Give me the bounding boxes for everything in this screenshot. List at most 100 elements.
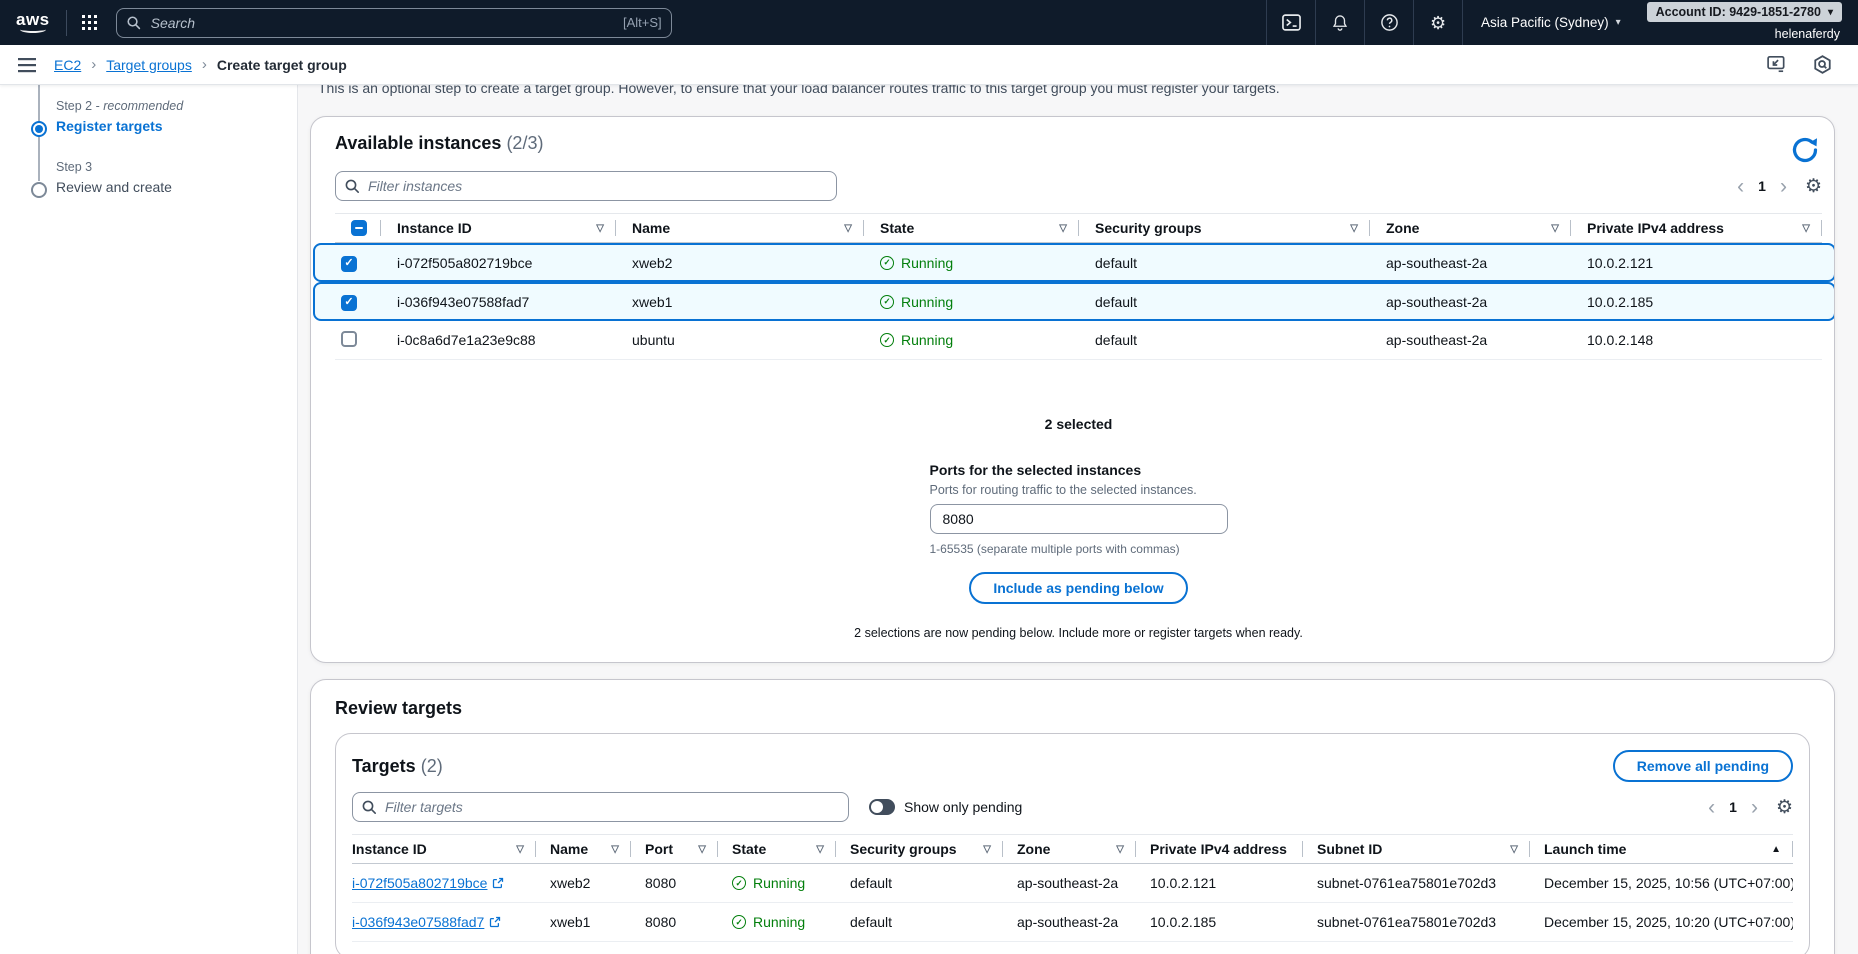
account-id-label: Account ID: 9429-1851-2780 (1655, 5, 1821, 19)
row-checkbox-checked[interactable]: ✓ (341, 255, 357, 272)
previous-page-button[interactable]: ‹ (1737, 174, 1745, 198)
select-all-checkbox[interactable] (351, 220, 367, 236)
refresh-button[interactable] (1788, 133, 1822, 167)
refresh-icon (1792, 137, 1818, 163)
aws-logo[interactable]: aws (16, 11, 50, 33)
instance-row[interactable]: i-0c8a6d7e1a23e9c88 ubuntu ✓ Running defa… (335, 321, 1822, 360)
ports-constraint-hint: 1-65535 (separate multiple ports with co… (929, 542, 1180, 556)
table-preferences-gear-icon[interactable]: ⚙ (1804, 175, 1822, 197)
cell-port: 8080 (645, 914, 677, 930)
cell-subnet-id: subnet-0761ea75801e702d3 (1317, 875, 1497, 891)
amazon-q-icon (1814, 55, 1831, 74)
breadcrumb-ec2-link[interactable]: EC2 (54, 56, 82, 73)
cell-name: xweb1 (632, 293, 673, 310)
include-as-pending-button[interactable]: Include as pending below (969, 572, 1188, 604)
previous-page-button[interactable]: ‹ (1708, 795, 1716, 819)
instance-id-link[interactable]: i-072f505a802719bce (352, 875, 488, 891)
intro-text-clipped: This is an optional step to create a tar… (318, 85, 1280, 96)
column-header-subnet-id[interactable]: Subnet ID ▽ (1303, 835, 1530, 863)
search-icon (344, 178, 360, 197)
target-row: i-036f943e07588fad7 xweb1 8080 ✓ Running … (352, 903, 1793, 942)
account-id-chip[interactable]: Account ID: 9429-1851-2780 ▾ (1646, 2, 1842, 22)
ports-input[interactable] (929, 504, 1228, 534)
instance-id-link[interactable]: i-036f943e07588fad7 (352, 914, 485, 930)
current-page-number[interactable]: 1 (1729, 799, 1737, 815)
cell-subnet-id: subnet-0761ea75801e702d3 (1317, 914, 1497, 930)
cell-private-ipv4: 10.0.2.121 (1150, 875, 1217, 891)
cell-instance-id: i-036f943e07588fad7 (397, 293, 530, 310)
column-header-zone[interactable]: Zone ▽ (1003, 835, 1136, 863)
column-header-port[interactable]: Port ▽ (631, 835, 718, 863)
step-register-targets[interactable]: Step 2 - recommended Register targets (0, 99, 297, 137)
column-header-state[interactable]: State ▽ (718, 835, 836, 863)
targets-count: (2) (420, 755, 443, 776)
step-radio-selected (31, 121, 47, 137)
column-header-state[interactable]: State ▽ (864, 214, 1079, 242)
column-header-instance-id[interactable]: Instance ID ▽ (381, 214, 616, 242)
search-icon (126, 15, 141, 33)
available-instances-count: (2/3) (506, 133, 544, 153)
next-page-button[interactable]: › (1750, 795, 1758, 819)
services-menu-button[interactable] (67, 15, 112, 30)
next-page-button[interactable]: › (1779, 174, 1787, 198)
filter-targets-input[interactable] (352, 792, 849, 822)
show-only-pending-toggle[interactable]: Show only pending (869, 799, 1022, 815)
instance-row-selected[interactable]: ✓ i-036f943e07588fad7 xweb1 ✓ Running def… (313, 282, 1834, 321)
column-header-name[interactable]: Name ▽ (536, 835, 631, 863)
toggle-label: Show only pending (904, 799, 1023, 815)
filter-instances-input[interactable] (335, 171, 837, 201)
help-button[interactable] (1364, 0, 1413, 45)
ports-section: Ports for the selected instances Ports f… (929, 462, 1228, 556)
breadcrumb-current-page: Create target group (216, 56, 347, 73)
account-menu: Account ID: 9429-1851-2780 ▾ helenaferdy (1646, 0, 1842, 45)
ports-label: Ports for the selected instances (929, 462, 1142, 478)
column-header-private-ipv4[interactable]: Private IPv4 address (1136, 835, 1303, 863)
instance-row-selected[interactable]: ✓ i-072f505a802719bce xweb2 ✓ Running def… (313, 243, 1834, 282)
filter-caret-icon: ▽ (596, 222, 604, 234)
region-selector[interactable]: Asia Pacific (Sydney) ▾ (1462, 0, 1639, 45)
column-header-security-groups[interactable]: Security groups ▽ (1079, 214, 1370, 242)
current-page-number[interactable]: 1 (1758, 178, 1766, 194)
filter-caret-icon: ▽ (611, 843, 619, 855)
selected-count-label: 2 selected (1044, 416, 1113, 432)
cloudshell-button[interactable] (1266, 0, 1315, 45)
cell-launch-time: December 15, 2025, 10:20 (UTC+07:00) (1544, 914, 1793, 930)
cell-private-ipv4: 10.0.2.185 (1150, 914, 1217, 930)
status-check-icon: ✓ (732, 915, 746, 929)
remove-all-pending-button[interactable]: Remove all pending (1612, 750, 1793, 782)
column-header-instance-id[interactable]: Instance ID ▽ (352, 835, 536, 863)
column-header-name[interactable]: Name ▽ (616, 214, 864, 242)
cell-private-ipv4: 10.0.2.185 (1587, 293, 1654, 310)
status-check-icon: ✓ (732, 876, 746, 890)
row-checkbox-checked[interactable]: ✓ (341, 294, 357, 311)
breadcrumb-target-groups-link[interactable]: Target groups (106, 56, 192, 73)
cell-security-groups: default (1095, 293, 1138, 310)
amazon-q-button[interactable] (1813, 55, 1832, 74)
status-badge: ✓ Running (732, 875, 836, 891)
status-badge: ✓ Running (732, 914, 836, 930)
column-header-security-groups[interactable]: Security groups ▽ (836, 835, 1003, 863)
ports-description: Ports for routing traffic to the selecte… (929, 483, 1197, 497)
settings-button[interactable]: ⚙ (1413, 0, 1462, 45)
table-header-row: Instance ID ▽ Name ▽ State ▽ Security group… (335, 213, 1822, 243)
column-header-launch-time[interactable]: Launch time ▲ (1530, 835, 1793, 863)
side-menu-button[interactable] (18, 57, 36, 73)
cell-zone: ap-southeast-2a (1386, 293, 1488, 310)
search-input[interactable] (115, 7, 672, 38)
column-header-private-ipv4[interactable]: Private IPv4 address ▽ (1571, 214, 1822, 242)
row-checkbox-unchecked[interactable] (341, 330, 357, 347)
column-header-zone[interactable]: Zone ▽ (1370, 214, 1571, 242)
global-search: [Alt+S] (115, 7, 672, 38)
available-instances-card: Available instances (2/3) ‹ 1 › (310, 116, 1835, 663)
step-review-and-create[interactable]: Step 3 Review and create (0, 160, 297, 198)
cloudshell-panel-button[interactable] (1767, 55, 1787, 74)
notifications-button[interactable] (1315, 0, 1364, 45)
filter-caret-icon: ▽ (1510, 843, 1518, 855)
cell-name: xweb2 (550, 875, 591, 891)
select-all-header-cell (335, 214, 381, 242)
step-radio-unselected (31, 182, 47, 198)
table-preferences-gear-icon[interactable]: ⚙ (1775, 796, 1793, 818)
apps-grid-icon (81, 15, 97, 30)
external-link-icon (489, 916, 501, 928)
cell-security-groups: default (850, 914, 893, 930)
